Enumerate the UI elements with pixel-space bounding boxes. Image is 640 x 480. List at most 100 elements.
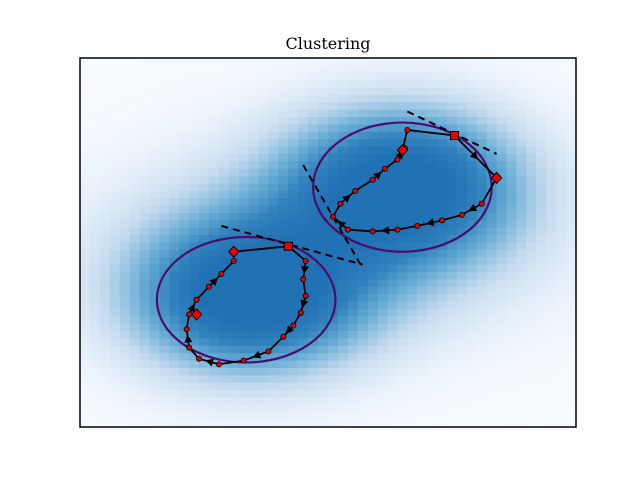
heatmap-cell [218, 404, 230, 413]
heatmap-cell [566, 353, 576, 362]
heatmap-cell [318, 131, 329, 140]
heatmap-cell [278, 146, 289, 155]
heatmap-cell [347, 198, 359, 207]
heatmap-cell [506, 94, 518, 103]
heatmap-cell [516, 87, 527, 96]
heatmap-cell [397, 338, 408, 347]
heatmap-cell [288, 272, 299, 280]
heatmap-cell [516, 139, 527, 148]
heatmap-cell [80, 146, 91, 155]
heatmap-cell [516, 404, 527, 413]
heatmap-cell [466, 58, 478, 66]
heatmap-cell [506, 109, 518, 118]
heatmap-cell [169, 390, 180, 399]
heatmap-cell [189, 168, 200, 177]
heatmap-cell [129, 153, 141, 162]
heatmap-cell [337, 331, 349, 340]
heatmap-cell [179, 338, 190, 347]
heatmap-cell [89, 117, 101, 126]
heatmap-cell [516, 279, 527, 288]
heatmap-cell [278, 124, 289, 133]
heatmap-cell [536, 153, 547, 162]
heatmap-cell [288, 286, 299, 295]
heatmap-cell [258, 131, 270, 140]
heatmap-cell [238, 124, 250, 133]
heatmap-cell [179, 235, 190, 244]
heatmap-cell [437, 102, 448, 111]
heatmap-cell [238, 198, 250, 207]
heatmap-cell [149, 264, 160, 273]
heatmap-cell [347, 353, 359, 362]
heatmap-cell [536, 419, 547, 427]
heatmap-cell [486, 102, 498, 111]
heatmap-cell [228, 212, 240, 221]
heatmap-cell [496, 58, 508, 66]
heatmap-cell [318, 397, 329, 406]
heatmap-cell [199, 168, 210, 177]
heatmap-cell [129, 80, 141, 89]
heatmap-cell [169, 124, 180, 133]
heatmap-cell [566, 109, 576, 118]
heatmap-cell [89, 124, 101, 133]
heatmap-cell [328, 360, 339, 369]
heatmap-cell [437, 168, 448, 177]
heatmap-cell [367, 301, 379, 310]
heatmap-cell [109, 242, 121, 251]
heatmap-cell [149, 382, 160, 391]
heatmap-cell [506, 183, 518, 192]
heatmap-cell [129, 249, 141, 258]
heatmap-cell [556, 345, 567, 354]
heatmap-cell [278, 131, 289, 140]
heatmap-cell [258, 279, 270, 288]
heatmap-cell [139, 153, 151, 162]
heatmap-cell [387, 80, 399, 89]
heatmap-cell [268, 257, 279, 266]
heatmap-cell [387, 205, 399, 214]
heatmap-cell [546, 161, 557, 170]
heatmap-cell [476, 227, 488, 236]
heatmap-cell [407, 353, 418, 362]
heatmap-cell [328, 257, 339, 266]
heatmap-cell [427, 176, 438, 185]
heatmap-cell [80, 205, 91, 214]
heatmap-cell [119, 235, 131, 244]
heatmap-cell [506, 257, 518, 266]
heatmap-cell [109, 94, 121, 103]
heatmap-cell [99, 198, 111, 207]
heatmap-cell [109, 308, 121, 317]
heatmap-cell [367, 375, 379, 384]
heatmap-cell [228, 183, 240, 192]
heatmap-cell [377, 58, 389, 66]
heatmap-cell [417, 345, 428, 354]
heatmap-cell [278, 294, 289, 303]
heatmap-cell [258, 390, 270, 399]
heatmap-cell [278, 235, 289, 244]
heatmap-cell [298, 102, 309, 111]
heatmap-cell [159, 308, 170, 317]
heatmap-cell [546, 117, 557, 126]
heatmap-cell [109, 412, 121, 421]
heatmap-cell [109, 190, 121, 199]
heatmap-cell [238, 404, 250, 413]
heatmap-cell [149, 80, 160, 89]
heatmap-cell [556, 242, 567, 251]
heatmap-cell [278, 397, 289, 406]
heatmap-cell [89, 345, 101, 354]
heatmap-cell [566, 190, 576, 199]
heatmap-cell [367, 412, 379, 421]
heatmap-cell [248, 168, 260, 177]
heatmap-cell [218, 227, 230, 236]
heatmap-cell [466, 345, 478, 354]
heatmap-cell [179, 264, 190, 273]
heatmap-cell [367, 272, 379, 280]
heatmap-cell [377, 360, 389, 369]
heatmap-cell [476, 294, 488, 303]
heatmap-cell [437, 419, 448, 427]
heatmap-cell [179, 404, 190, 413]
heatmap-cell [258, 257, 270, 266]
heatmap-cell [466, 183, 478, 192]
heatmap-cell [536, 212, 547, 221]
heatmap-cell [447, 404, 458, 413]
heatmap-cell [238, 286, 250, 295]
heatmap-cell [526, 139, 537, 148]
